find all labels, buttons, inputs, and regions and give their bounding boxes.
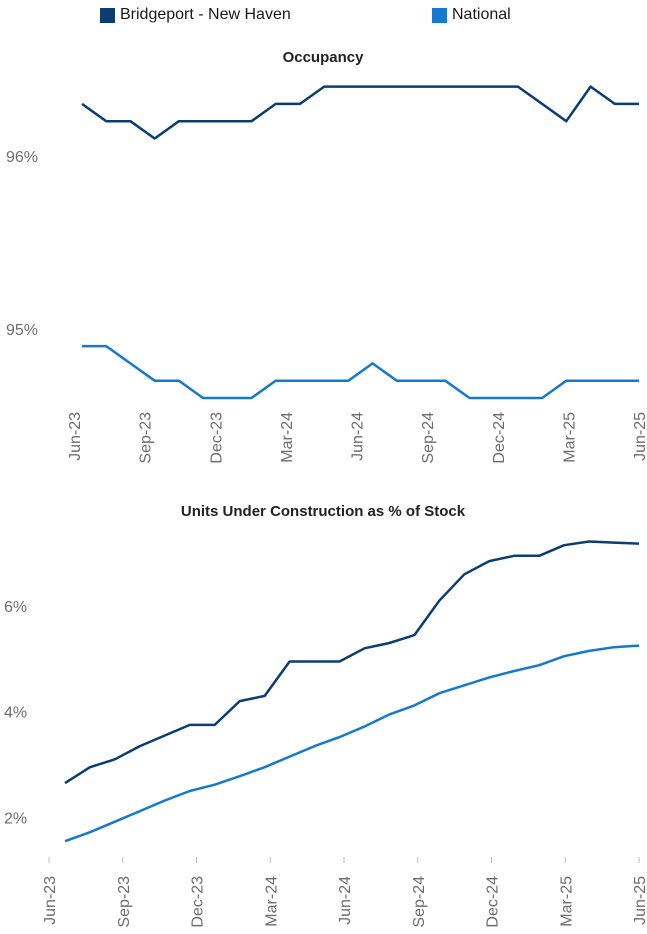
x-tick-label-occupancy: Dec-24 [491,412,508,464]
chart-title-occupancy: Occupancy [283,49,365,66]
y-tick-label-construction: 6% [4,599,27,616]
x-tick-label-construction: Sep-24 [411,876,428,928]
x-tick-label-construction: Jun-25 [632,876,647,925]
series-line-occupancy-bridgeport [81,85,639,140]
series-line-occupancy-national [82,344,639,400]
x-tick-label-occupancy: Jun-24 [350,412,367,461]
y-tick-label-construction: 2% [4,810,27,827]
chart-construction: Units Under Construction as % of Stock 2%… [4,503,647,928]
chart-title-construction: Units Under Construction as % of Stock [181,503,466,520]
x-tick-label-construction: Jun-24 [337,876,354,925]
y-tick-label-occupancy: 95% [6,322,38,339]
x-tick-label-occupancy: Mar-25 [561,412,578,463]
x-tick-label-occupancy: Jun-25 [632,412,647,461]
x-tick-label-construction: Mar-25 [558,876,575,927]
series-line-construction-national [64,644,640,843]
x-tick-label-construction: Mar-24 [263,876,280,927]
x-tick-label-occupancy: Mar-24 [279,412,296,463]
x-tick-label-occupancy: Jun-23 [67,412,84,461]
x-tick-label-construction: Jun-23 [42,876,59,925]
x-tick-label-occupancy: Dec-23 [208,412,225,464]
chart-occupancy: Occupancy 95% 96% Jun-23 Sep-23 Dec-23 Mar-24 J… [6,49,647,464]
x-tick-label-construction: Dec-23 [190,876,207,928]
y-tick-label-occupancy: 96% [6,149,38,166]
x-tick-label-occupancy: Sep-24 [420,412,437,464]
x-tick-label-construction: Sep-23 [116,876,133,928]
legend-label-bridgeport: Bridgeport - New Haven [120,6,291,23]
x-tick-label-construction: Dec-24 [485,876,502,928]
series-line-construction-bridgeport [64,540,640,785]
legend-swatch-bridgeport [100,7,115,23]
y-tick-label-construction: 4% [4,705,27,722]
legend-item-bridgeport: Bridgeport - New Haven [100,6,291,24]
legend-swatch-national [432,7,447,23]
legend-item-national: National [432,6,511,24]
x-tick-label-occupancy: Sep-23 [138,412,155,464]
legend: Bridgeport - New Haven National [0,6,647,30]
legend-label-national: National [452,6,511,23]
